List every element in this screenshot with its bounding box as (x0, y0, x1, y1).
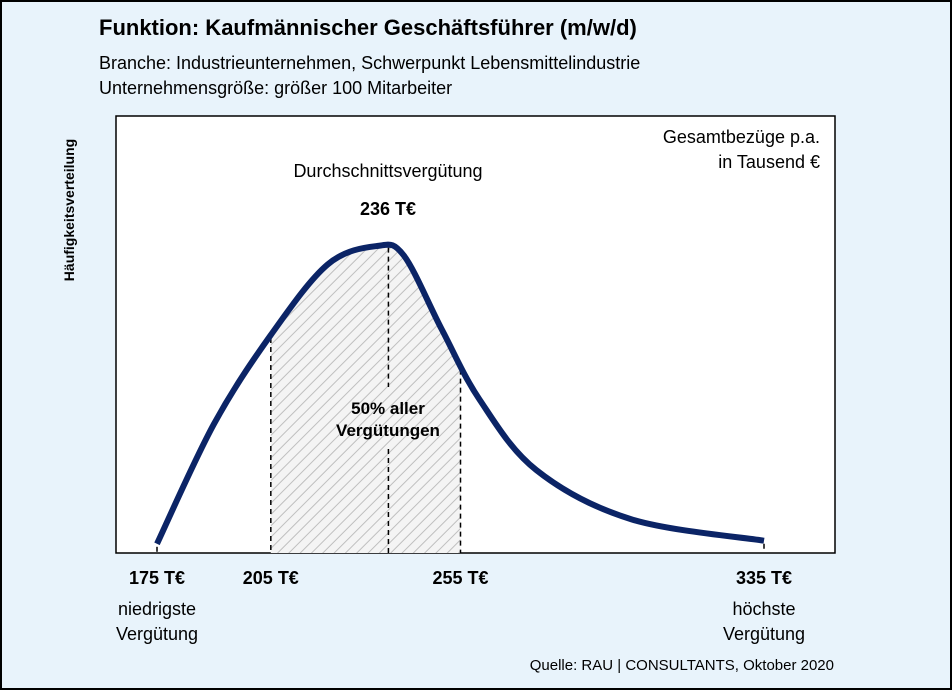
average-label: Durchschnittsvergütung (293, 161, 482, 181)
plot-area (115, 115, 836, 554)
middle-range-hatched-area (270, 244, 461, 553)
marker-desc-175-line2: Vergütung (116, 624, 198, 644)
unit-note-line2: in Tausend € (718, 152, 820, 172)
y-axis-label: Häufigkeitsverteilung (61, 139, 77, 281)
subtitle-company-size: Unternehmensgröße: größer 100 Mitarbeite… (99, 78, 453, 98)
middle-range-label-line1: 50% aller (351, 399, 425, 418)
subtitle-industry: Branche: Industrieunternehmen, Schwerpun… (99, 53, 641, 73)
marker-desc-335-line1: höchste (732, 599, 795, 619)
distribution-curve (154, 241, 765, 546)
tick-label-175: 175 T€ (129, 568, 185, 588)
tick-label-335: 335 T€ (736, 568, 792, 588)
tick-label-205: 205 T€ (243, 568, 299, 588)
marker-desc-335-line2: Vergütung (723, 624, 805, 644)
source-note: Quelle: RAU | CONSULTANTS, Oktober 2020 (529, 657, 834, 674)
unit-note-line1: Gesamtbezüge p.a. (663, 127, 820, 147)
middle-range-label-line2: Vergütungen (336, 421, 440, 440)
chart-title: Funktion: Kaufmännischer Geschäftsführer… (99, 15, 637, 40)
tick-label-255: 255 T€ (432, 568, 488, 588)
average-value-label: 236 T€ (360, 199, 416, 219)
marker-desc-175-line1: niedrigste (118, 599, 196, 619)
